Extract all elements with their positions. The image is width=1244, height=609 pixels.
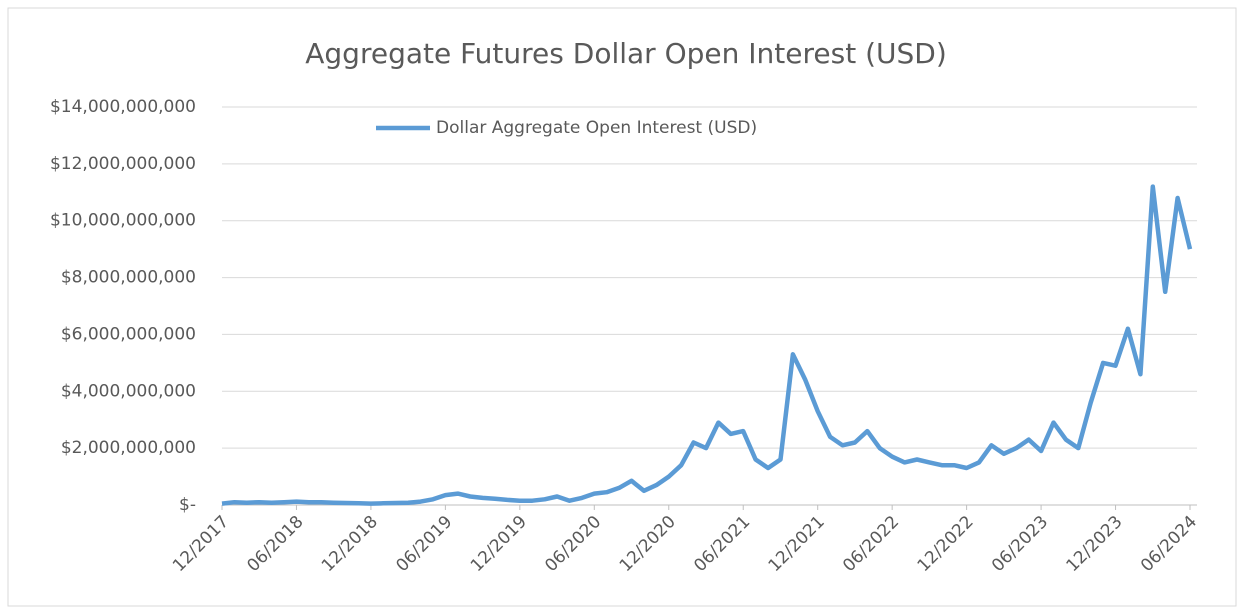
- y-tick-label: $4,000,000,000: [61, 381, 196, 401]
- y-tick-label: $6,000,000,000: [61, 324, 196, 344]
- y-tick-label: $8,000,000,000: [61, 268, 196, 288]
- y-tick-label: $10,000,000,000: [50, 211, 196, 231]
- y-tick-label: $2,000,000,000: [61, 438, 196, 458]
- legend-label: Dollar Aggregate Open Interest (USD): [436, 118, 757, 138]
- data-line: [221, 184, 1193, 506]
- y-tick-label: $-: [179, 495, 196, 515]
- y-tick-label: $14,000,000,000: [50, 97, 196, 117]
- chart-title: Aggregate Futures Dollar Open Interest (…: [305, 37, 947, 70]
- y-tick-label: $12,000,000,000: [50, 154, 196, 174]
- chart-border: [7, 7, 1237, 607]
